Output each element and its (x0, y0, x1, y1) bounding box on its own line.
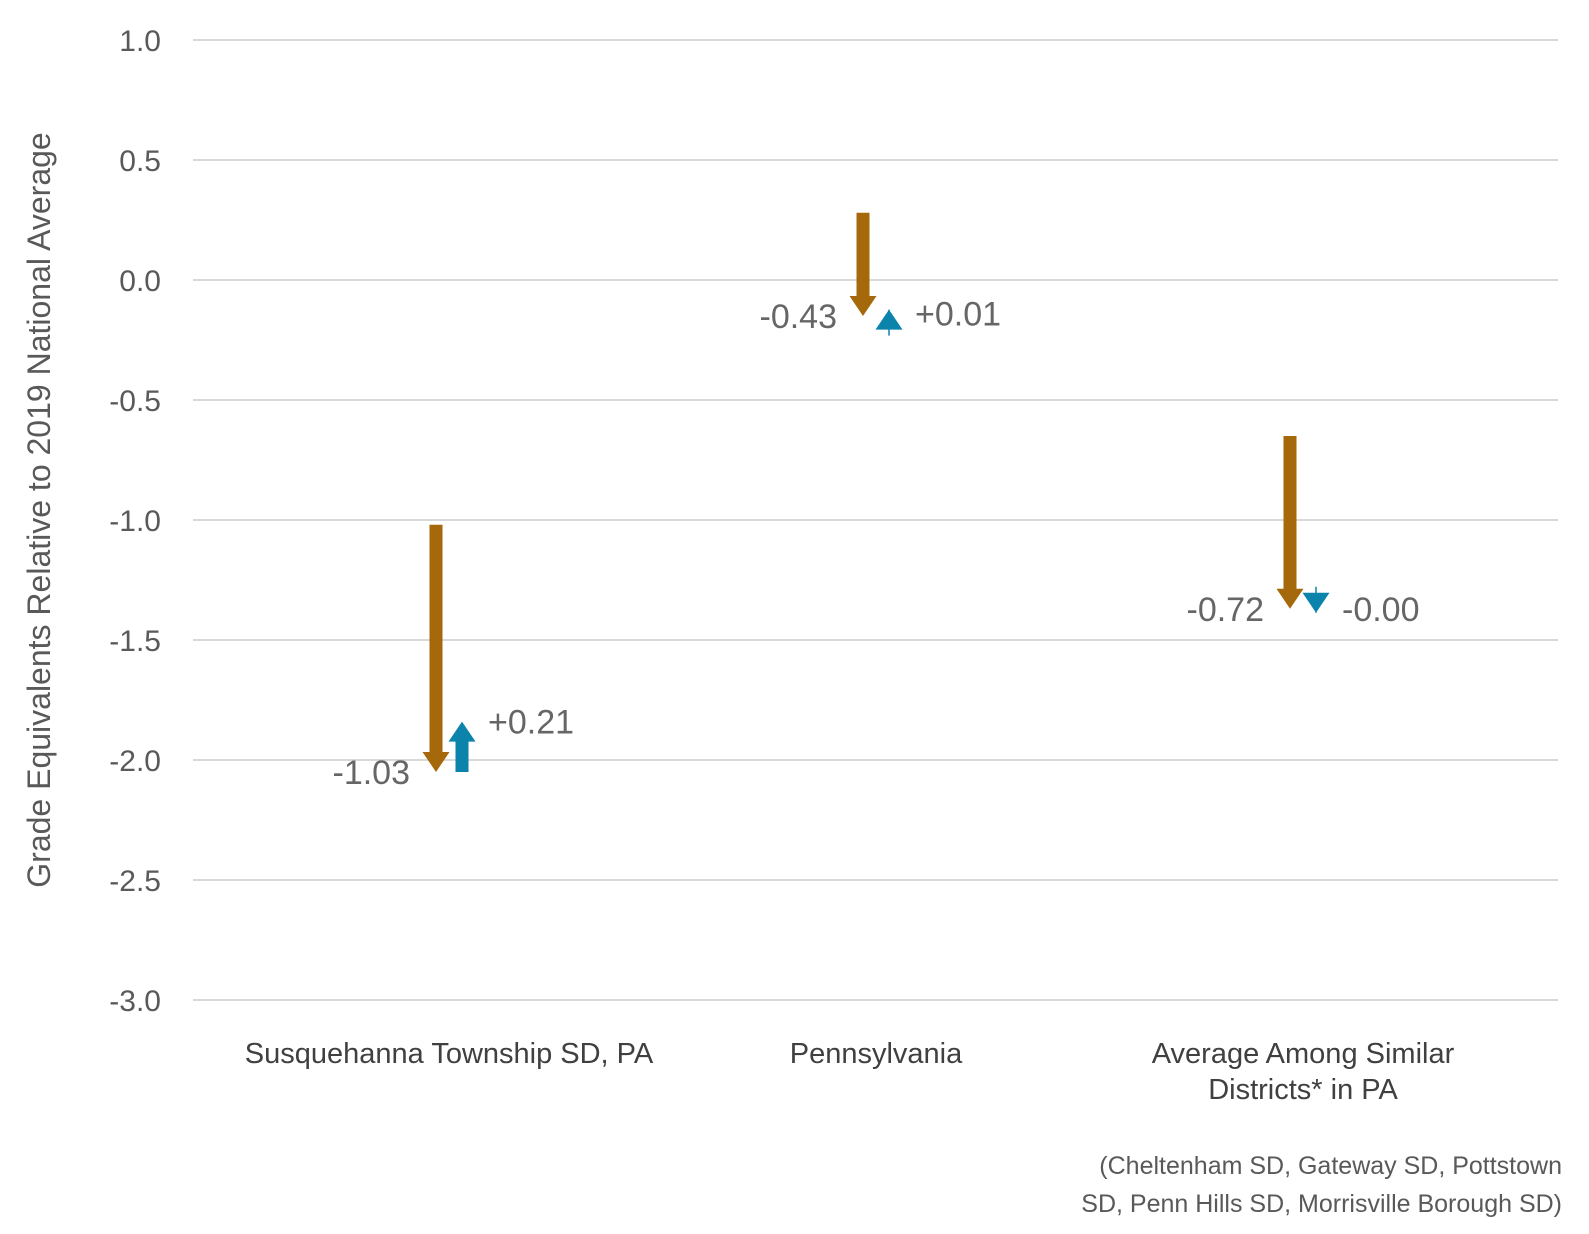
arrow-mark (849, 212, 877, 316)
value-labels: -1.03 +0.21 -0.43 +0.01 -0.72 -0.00 (333, 296, 1420, 792)
y-tick-label: -2.0 (109, 745, 161, 778)
arrow-mark (448, 721, 476, 772)
category-labels: Susquehanna Township SD, PA Pennsylvania A… (245, 1038, 1455, 1106)
footnote-line: (Cheltenham SD, Gateway SD, Pottstown (1099, 1152, 1562, 1180)
y-tick-label: -3.0 (109, 985, 161, 1018)
y-axis-title: Grade Equivalents Relative to 2019 Natio… (21, 132, 57, 887)
footnote-line: SD, Penn Hills SD, Morrisville Borough S… (1081, 1190, 1562, 1218)
arrow-mark (422, 524, 450, 772)
decline-value-label: -1.03 (333, 754, 411, 792)
y-tick-label: 0.0 (119, 265, 161, 298)
rebound-value-label: +0.01 (915, 296, 1001, 334)
arrow-mark (1276, 436, 1304, 609)
decline-value-label: -0.43 (760, 298, 838, 336)
x-category-label: Susquehanna Township SD, PA (245, 1038, 654, 1070)
y-tick-label: -1.5 (109, 625, 161, 658)
x-category-label: Districts* in PA (1208, 1074, 1398, 1106)
y-tick-label: 1.0 (119, 25, 161, 58)
grid (193, 39, 1558, 1001)
y-tick-labels: 1.0 0.5 0.0 -0.5 -1.0 -1.5 -2.0 -2.5 -3.0 (109, 25, 161, 1018)
x-category-label: Average Among Similar (1152, 1038, 1455, 1070)
arrows (422, 212, 1330, 772)
x-category-label: Pennsylvania (790, 1038, 963, 1070)
y-tick-label: -0.5 (109, 385, 161, 418)
y-tick-label: -2.5 (109, 865, 161, 898)
rebound-value-label: +0.21 (488, 704, 574, 742)
footnote: (Cheltenham SD, Gateway SD, Pottstown SD,… (1081, 1152, 1562, 1218)
arrow-mark (875, 309, 903, 330)
arrow-mark (1302, 592, 1330, 613)
y-tick-label: -1.0 (109, 505, 161, 538)
decline-value-label: -0.72 (1187, 591, 1265, 629)
rebound-value-label: -0.00 (1342, 591, 1420, 629)
y-tick-label: 0.5 (119, 145, 161, 178)
